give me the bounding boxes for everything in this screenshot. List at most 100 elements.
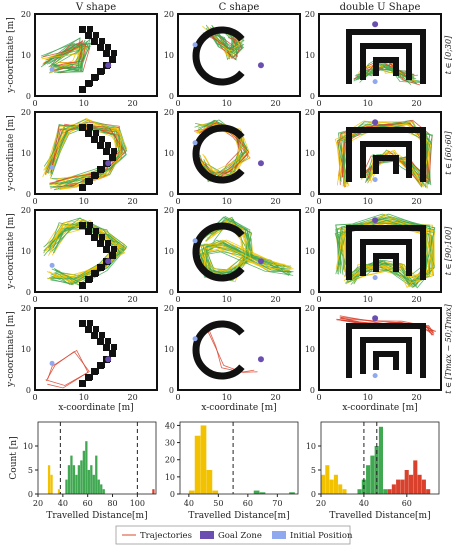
trajectory-line — [205, 30, 235, 51]
obstacle-block — [93, 32, 99, 38]
x-tick-label: 20 — [128, 99, 138, 108]
histogram-bar — [72, 465, 76, 494]
y-tick-label: 10 — [165, 473, 175, 482]
obstacle-inner-u — [373, 351, 399, 370]
trajectory-line — [50, 124, 126, 182]
x-tick-label: 10 — [363, 99, 373, 108]
y-tick-label: 40 — [165, 421, 175, 430]
obstacle-block — [87, 320, 93, 326]
y-tick-label: 0 — [26, 190, 31, 199]
goal-zone-marker — [372, 119, 379, 126]
initial-position-marker — [49, 360, 55, 366]
obstacle-block — [103, 148, 110, 155]
trajectory-line — [339, 315, 435, 336]
obstacle-block — [111, 50, 117, 56]
obstacle-block — [91, 332, 98, 339]
obstacle-block — [85, 326, 92, 333]
y-tick-label: 0 — [169, 288, 174, 297]
x-tick-label: 60 — [243, 499, 253, 508]
trajectory-line — [41, 48, 82, 70]
trajectory-line — [212, 31, 235, 51]
obstacle-block — [79, 320, 86, 327]
obstacle-block — [91, 136, 98, 143]
legend-swatch — [200, 531, 214, 539]
histogram-bar — [325, 465, 330, 494]
y-tick-label: 0 — [310, 92, 315, 101]
trajectory-panel: 0 10 20 0 10 20 — [164, 108, 301, 206]
histogram-bar — [259, 492, 266, 494]
goal-zone-marker — [372, 217, 379, 224]
histogram-bar — [85, 441, 88, 494]
y-tick-label: 0 — [170, 490, 175, 499]
y-tick-label: 20 — [21, 108, 31, 117]
obstacle-outer-u — [346, 127, 426, 182]
y-tick-label: 0 — [310, 288, 315, 297]
histogram-bar — [404, 470, 409, 494]
obstacle-c-shape — [192, 320, 245, 380]
legend-frame — [115, 525, 351, 545]
obstacle-block — [87, 222, 93, 228]
goal-zone-marker — [257, 160, 264, 167]
trajectory-line — [205, 326, 258, 373]
obstacle-block — [111, 148, 117, 154]
obstacle-block — [93, 326, 99, 332]
x-tick-label: 0 — [175, 197, 180, 206]
trajectory-panel: 0 10 20 0 10 20 t ∈ [60;60] — [305, 108, 453, 206]
x-tick-label: 10 — [79, 197, 89, 206]
obstacle-block — [79, 124, 86, 131]
y-axis-label: y-coordinate [m] — [6, 17, 16, 93]
obstacle-block — [109, 154, 116, 161]
obstacle-inner-u — [373, 57, 399, 76]
x-tick-label: 10 — [222, 99, 232, 108]
goal-zone-marker — [105, 62, 112, 69]
obstacle-block — [99, 136, 105, 142]
histogram-bar — [152, 489, 155, 494]
x-tick-label: 10 — [79, 99, 89, 108]
histogram-bar — [413, 460, 418, 494]
histogram-bar — [95, 455, 98, 494]
trajectory-panel: 0 10 20 0 10 20 y-coordinate [m] — [6, 108, 158, 206]
y-tick-label: 20 — [21, 206, 31, 215]
goal-zone-marker — [105, 356, 112, 363]
trajectory-line — [49, 126, 127, 186]
obstacle-block — [93, 368, 99, 374]
x-tick-label: 0 — [32, 197, 37, 206]
y-tick-label: 10 — [305, 149, 315, 158]
row-time-label: t ∈ [60;60] — [444, 130, 453, 174]
obstacle-block — [79, 26, 86, 33]
y-tick-label: 10 — [164, 51, 174, 60]
histogram-bar — [417, 474, 422, 494]
y-tick-label: 5 — [311, 466, 316, 475]
y-tick-label: 20 — [305, 304, 315, 313]
obstacle-block — [93, 270, 99, 276]
histogram-frame — [37, 421, 157, 495]
obstacle-block — [97, 240, 104, 247]
column-title: C shape — [219, 2, 260, 13]
x-tick-label: 40 — [58, 499, 68, 508]
obstacle-middle-u — [360, 337, 412, 374]
x-tick-label: 0 — [175, 99, 180, 108]
obstacle-block — [109, 56, 116, 63]
obstacle-block — [105, 44, 111, 50]
legend-label: Initial Position — [290, 531, 353, 541]
panel-frame — [34, 13, 158, 97]
goal-zone-marker — [372, 21, 379, 28]
obstacle-block — [79, 184, 86, 191]
y-tick-label: 10 — [305, 247, 315, 256]
histogram-y-label: Count [n] — [9, 436, 19, 479]
histogram-bar — [357, 489, 362, 494]
x-tick-label: 0 — [32, 99, 37, 108]
initial-position-marker — [49, 66, 55, 72]
trajectory-line — [44, 119, 122, 188]
y-tick-label: 20 — [305, 108, 315, 117]
obstacle-block — [99, 68, 105, 74]
obstacle-outer-u — [346, 225, 426, 280]
histogram-bar — [50, 474, 53, 494]
obstacle-block — [87, 26, 93, 32]
x-tick-label: 0 — [175, 295, 180, 304]
obstacle-c-shape — [192, 26, 245, 86]
histogram-bar — [97, 479, 100, 494]
row-time-label: t ∈ [0;30] — [444, 35, 453, 74]
histogram-x-label: Travelled Distance[m] — [188, 511, 289, 521]
